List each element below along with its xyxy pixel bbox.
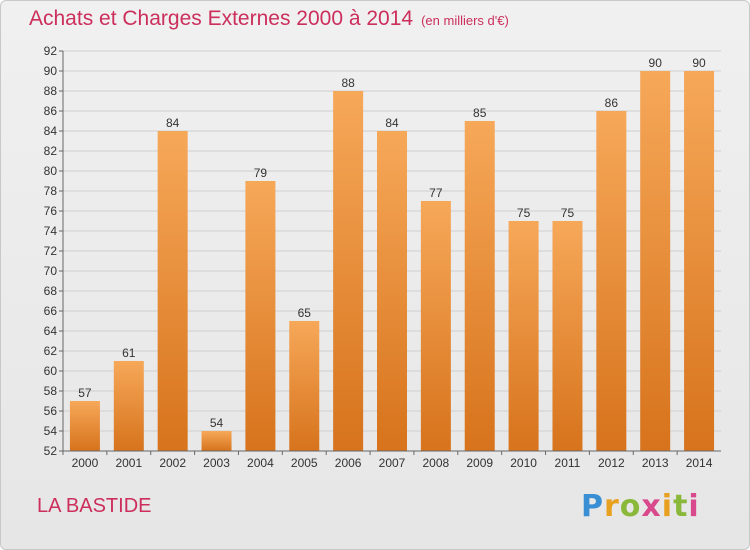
bar bbox=[640, 71, 671, 451]
x-tick-label: 2002 bbox=[159, 456, 186, 470]
bar bbox=[420, 201, 451, 451]
bar bbox=[684, 71, 715, 451]
x-tick-label: 2011 bbox=[555, 456, 581, 470]
x-tick-label: 2014 bbox=[686, 456, 713, 470]
y-tick-label: 80 bbox=[44, 164, 58, 178]
data-label: 61 bbox=[122, 346, 136, 360]
x-tick-label: 2003 bbox=[203, 456, 230, 470]
x-tick-label: 2005 bbox=[291, 456, 318, 470]
data-label: 77 bbox=[429, 186, 443, 200]
y-tick-label: 60 bbox=[44, 364, 58, 378]
y-tick-label: 56 bbox=[44, 404, 58, 418]
data-label: 88 bbox=[341, 76, 355, 90]
logo-letter: x bbox=[641, 489, 662, 524]
y-axis: 52 54 56 58 60 62 64 66 68 70 72 74 76 78 80 82 84 86 88 90… bbox=[44, 44, 64, 458]
y-tick-label: 54 bbox=[44, 424, 58, 438]
data-label: 75 bbox=[517, 206, 531, 220]
data-label: 54 bbox=[210, 416, 224, 430]
bar bbox=[69, 401, 100, 451]
x-tick-label: 2001 bbox=[115, 456, 142, 470]
y-tick-label: 70 bbox=[44, 264, 58, 278]
bar bbox=[552, 221, 583, 451]
y-tick-label: 84 bbox=[44, 124, 58, 138]
y-tick-label: 82 bbox=[44, 144, 58, 158]
y-tick-label: 74 bbox=[44, 224, 58, 238]
data-label: 90 bbox=[649, 56, 663, 70]
bars: 57 61 84 54 79 65 88 84 77 85 75 75 86 90 90 bbox=[69, 56, 715, 451]
x-tick-label: 2013 bbox=[642, 456, 669, 470]
x-tick-label: 2007 bbox=[379, 456, 406, 470]
x-tick-label: 2009 bbox=[466, 456, 493, 470]
data-label: 75 bbox=[561, 206, 575, 220]
logo-letter: o bbox=[619, 489, 642, 524]
chart-subtitle: (en milliers d'€) bbox=[421, 13, 509, 28]
logo-letter: i bbox=[661, 489, 674, 524]
y-tick-label: 90 bbox=[44, 64, 58, 78]
x-tick-label: 2004 bbox=[247, 456, 274, 470]
bar bbox=[377, 131, 407, 451]
bar bbox=[596, 111, 627, 451]
y-tick-label: 66 bbox=[44, 304, 58, 318]
x-tick-label: 2012 bbox=[598, 456, 625, 470]
logo-letter: t bbox=[673, 489, 689, 524]
x-tick-label: 2000 bbox=[72, 456, 99, 470]
bar bbox=[289, 321, 320, 451]
x-tick-label: 2006 bbox=[335, 456, 362, 470]
logo-letter: i bbox=[688, 489, 700, 524]
bar bbox=[508, 221, 539, 451]
y-tick-label: 64 bbox=[44, 324, 58, 338]
bar bbox=[333, 91, 364, 451]
y-tick-label: 68 bbox=[44, 284, 58, 298]
y-tick-label: 62 bbox=[44, 344, 58, 358]
data-label: 84 bbox=[166, 116, 180, 130]
chart-title-text: Achats et Charges Externes 2000 à 2014 bbox=[29, 7, 414, 30]
y-tick-label: 88 bbox=[44, 84, 58, 98]
data-label: 65 bbox=[298, 306, 312, 320]
y-tick-label: 86 bbox=[44, 104, 58, 118]
y-tick-label: 78 bbox=[44, 184, 58, 198]
commune-name: LA BASTIDE bbox=[37, 495, 152, 517]
bar bbox=[201, 431, 232, 451]
proxiti-logo: Proxiti bbox=[581, 489, 700, 524]
y-tick-label: 72 bbox=[44, 244, 58, 258]
x-tick-label: 2010 bbox=[510, 456, 537, 470]
x-tick-label: 2008 bbox=[423, 456, 450, 470]
chart-title: Achats et Charges Externes 2000 à 2014 (e… bbox=[29, 7, 509, 31]
y-tick-label: 76 bbox=[44, 204, 58, 218]
y-tick-label: 92 bbox=[44, 44, 58, 58]
data-label: 90 bbox=[692, 56, 706, 70]
data-label: 84 bbox=[385, 116, 399, 130]
logo-letter: r bbox=[604, 489, 620, 524]
data-label: 79 bbox=[254, 166, 268, 180]
data-label: 85 bbox=[473, 106, 487, 120]
data-label: 86 bbox=[605, 96, 619, 110]
x-axis: 2000 2001 2002 2003 2004 2005 2006 2007 2008 2009… bbox=[62, 450, 721, 470]
y-tick-label: 58 bbox=[44, 384, 58, 398]
y-tick-label: 52 bbox=[44, 444, 58, 458]
bar bbox=[113, 361, 144, 451]
bar bbox=[157, 131, 188, 451]
bar bbox=[464, 121, 495, 451]
logo-letter: P bbox=[581, 489, 604, 524]
data-label: 57 bbox=[78, 386, 92, 400]
bar bbox=[245, 181, 276, 451]
